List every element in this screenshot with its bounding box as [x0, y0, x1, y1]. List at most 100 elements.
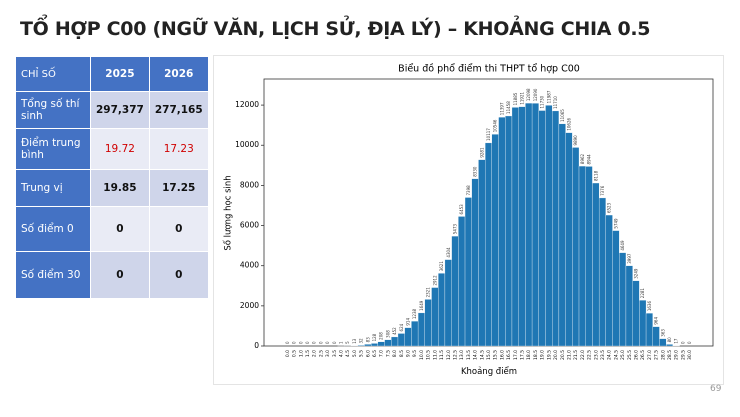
data-label: 0	[285, 341, 290, 344]
x-tick-label: 30.0	[687, 350, 693, 360]
bar	[431, 287, 439, 347]
x-tick-label: 8.0	[392, 350, 398, 357]
x-tick-label: 29.5	[680, 350, 686, 360]
x-tick-label: 24.5	[613, 350, 619, 360]
bar	[377, 341, 385, 347]
row-label: Tổng số thí sinh	[15, 91, 91, 129]
x-tick-label: 0.0	[285, 350, 291, 357]
data-label: 128	[372, 333, 377, 341]
data-label: 1649	[419, 300, 424, 311]
header-cell: 2025	[90, 56, 150, 92]
data-label: 308	[385, 330, 390, 338]
bar	[659, 338, 667, 347]
data-label: 83	[365, 337, 370, 343]
bar	[552, 110, 560, 347]
x-tick-label: 23.5	[600, 350, 606, 360]
x-tick-label: 9.5	[412, 350, 418, 357]
x-tick-label: 22.5	[587, 350, 593, 360]
y-axis-label: Số lượng học sinh	[223, 175, 234, 250]
x-tick-label: 19.0	[540, 350, 546, 360]
x-tick-label: 14.5	[479, 350, 485, 360]
data-label: 5749	[613, 218, 618, 229]
data-label: 9890	[573, 135, 578, 146]
x-tick-label: 11.0	[432, 350, 438, 360]
x-tick-label: 26.5	[640, 350, 646, 360]
slide-title: TỔ HỢP C00 (NGỮ VĂN, LỊCH SỬ, ĐỊA LÝ) – …	[20, 18, 651, 40]
data-label: 11885	[513, 92, 518, 105]
row-label: Số điểm 0	[15, 206, 91, 252]
stats-table: CHỈ SỐ 2025 2026 Tổng số thí sinh 297,377 27…	[15, 56, 209, 299]
bar	[424, 299, 432, 347]
x-tick-label: 12.5	[452, 350, 458, 360]
bar	[491, 134, 499, 347]
y-tick-label: 0	[254, 341, 259, 350]
data-label: 624	[399, 323, 404, 331]
bar	[417, 312, 425, 347]
x-tick-label: 17.0	[513, 350, 519, 360]
x-tick-label: 16.5	[506, 350, 512, 360]
cell: 17.25	[148, 169, 209, 207]
x-tick-label: 15.5	[493, 350, 499, 360]
data-label: 10117	[486, 128, 491, 141]
x-tick-label: 7.5	[385, 350, 391, 357]
x-tick-label: 5.0	[352, 350, 358, 357]
y-tick-label: 12000	[235, 100, 259, 109]
x-tick-label: 20.0	[553, 350, 559, 360]
page-number: 69	[710, 384, 722, 394]
x-tick-label: 8.5	[399, 350, 405, 357]
x-tick-label: 25.0	[620, 350, 626, 360]
row-label: Trung vị	[15, 169, 91, 207]
bar	[538, 110, 546, 347]
bar	[632, 280, 640, 347]
data-label: 0	[325, 341, 330, 344]
data-label: 8330	[473, 166, 478, 177]
bar	[585, 166, 593, 347]
data-label: 0	[680, 341, 685, 344]
data-label: 6453	[459, 204, 464, 215]
data-label: 80	[667, 337, 672, 343]
bar	[525, 102, 533, 347]
data-label: 0	[292, 341, 297, 344]
x-axis-label: Khoảng điểm	[461, 366, 517, 377]
x-tick-label: 24.0	[607, 350, 613, 360]
data-label: 0	[298, 341, 303, 344]
bar	[384, 339, 392, 347]
data-label: 5	[345, 341, 350, 344]
bar	[484, 142, 493, 347]
data-label: 1	[338, 341, 343, 344]
x-tick-label: 19.5	[546, 350, 552, 360]
x-tick-label: 18.5	[533, 350, 539, 360]
data-label: 7398	[466, 185, 471, 196]
bar	[511, 107, 519, 347]
data-label: 11397	[499, 102, 504, 115]
data-label: 0	[687, 341, 692, 344]
cell: 277,165	[148, 91, 209, 129]
x-tick-label: 2.5	[318, 350, 324, 357]
data-label: 0	[318, 341, 323, 344]
bar	[411, 320, 419, 347]
cell: 0	[148, 251, 209, 299]
data-label: 3997	[627, 253, 632, 264]
cell: 0	[90, 206, 150, 252]
bar	[451, 235, 459, 347]
data-label: 11065	[560, 109, 565, 122]
bar	[458, 216, 466, 347]
data-label: 10626	[566, 118, 571, 131]
bar	[438, 273, 446, 347]
bar	[592, 182, 600, 347]
x-tick-label: 10.0	[419, 350, 425, 360]
data-label: 1238	[412, 309, 417, 320]
x-tick-label: 2.0	[312, 350, 318, 357]
bar	[645, 313, 653, 347]
bar	[371, 343, 379, 347]
data-label: 452	[392, 327, 397, 335]
data-label: 2912	[432, 275, 437, 286]
x-tick-label: 18.0	[526, 350, 532, 360]
x-tick-label: 4.0	[338, 350, 344, 357]
data-label: 12090	[533, 88, 538, 101]
bar	[605, 214, 613, 347]
bar	[545, 105, 553, 347]
bar	[666, 344, 674, 347]
bar	[397, 333, 405, 347]
